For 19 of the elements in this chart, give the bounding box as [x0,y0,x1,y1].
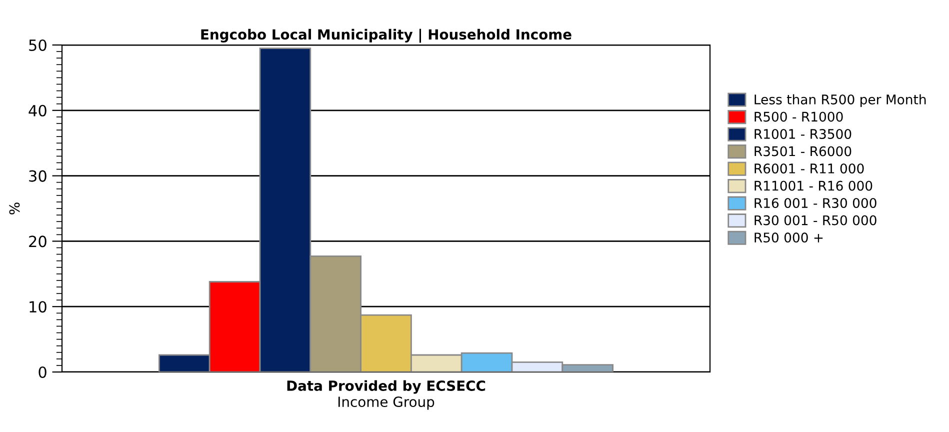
legend-label: Less than R500 per Month [754,94,926,108]
text: Data Provided by ECSECC [287,380,486,394]
y-tick-label: 40 [28,104,46,116]
chart-title: Engcobo Local Municipality | Household Income [201,28,572,43]
y-tick-label: 50 [29,39,46,52]
y-tick-label: 30 [29,170,46,182]
y-axis-title: % [9,202,20,214]
x-axis-title: Income Group [338,396,434,410]
y-tick-label: 10 [30,301,46,313]
legend-label: R50 000 + [754,232,823,243]
legend-label: R500 - R1000 [754,112,843,122]
legend-label: R1001 - R3500 [754,128,852,139]
legend-label: R16 001 - R30 000 [754,198,876,208]
legend-label: R30 001 - R50 000 [754,215,876,226]
legend-label: R3501 - R6000 [754,146,852,156]
y-tick-label: 0 [38,366,46,378]
legend-label: R6001 - R11 000 [754,164,864,174]
y-tick-label: 20 [29,236,46,248]
legend-label: R11001 - R16 000 [754,180,872,191]
